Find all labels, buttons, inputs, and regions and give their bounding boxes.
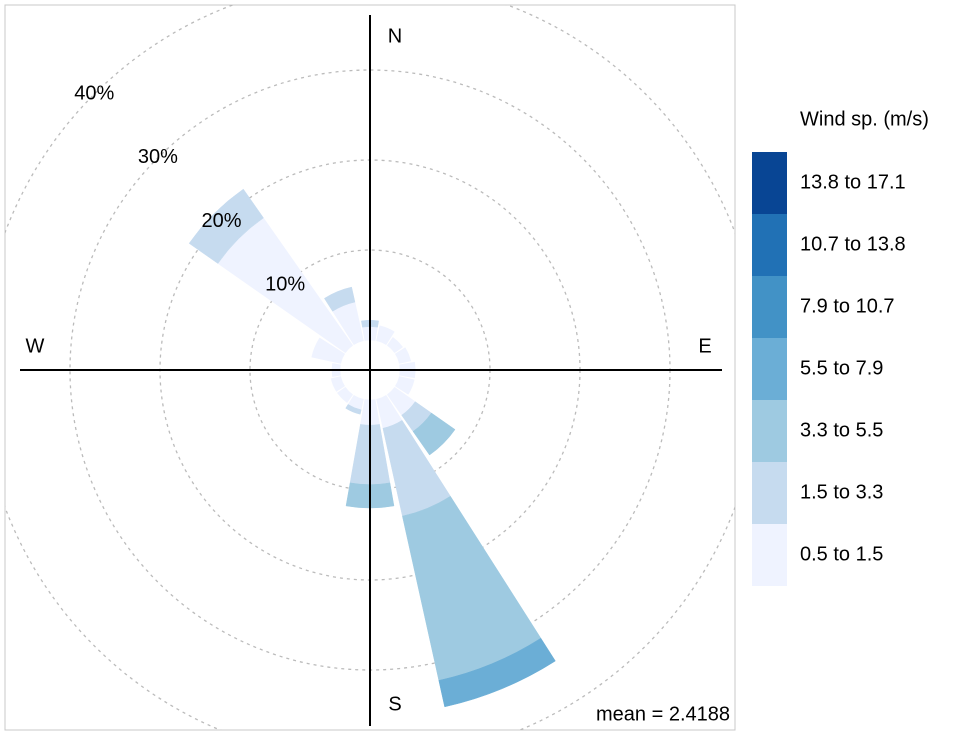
wedge-segment [438,637,556,708]
compass-label: W [26,335,45,357]
grid-circle [5,5,735,730]
legend-swatch [752,152,787,214]
wedge-segment [336,386,354,404]
annotation: mean = 2.4188 [596,703,730,725]
legend-label: 5.5 to 7.9 [800,357,883,379]
wedge-segment [311,337,346,364]
wedge-segment [324,286,356,312]
wedge-segment [394,376,415,395]
wedge-segment [376,325,395,346]
r-tick-label: 20% [201,210,241,232]
wedge-segment [394,347,412,364]
legend-swatch [752,338,787,400]
legend-label: 1.5 to 3.3 [800,481,883,503]
legend-swatch [752,214,787,276]
legend: 0.5 to 1.5 1.5 to 3.3 3.3 to 5.5 5.5 to 7.9… [752,152,906,586]
legend-swatch [752,400,787,462]
r-tick-label: 10% [265,273,305,295]
compass-label: N [388,25,402,47]
r-tick-label: 40% [74,83,114,105]
legend-swatch [752,276,787,338]
legend-swatch [752,462,787,524]
wedge-segment [412,412,456,456]
r-tick-label: 30% [138,146,178,168]
legend-label: 3.3 to 5.5 [800,419,883,441]
compass-label: E [698,335,711,357]
wedges [188,188,556,708]
legend-swatch [752,524,787,586]
wedge-segment [188,188,264,264]
wedge-segment [345,404,362,415]
legend-label: 0.5 to 1.5 [800,543,883,565]
compass-label: S [388,693,401,715]
grid [5,5,735,730]
wedge-segment [330,376,346,392]
legend-title: Wind sp. (m/s) [800,108,929,130]
plot-border [4,4,736,731]
legend-label: 13.8 to 17.1 [800,171,906,193]
wedge-segment [386,336,404,354]
legend-label: 7.9 to 10.7 [800,295,895,317]
legend-label: 10.7 to 13.8 [800,233,906,255]
